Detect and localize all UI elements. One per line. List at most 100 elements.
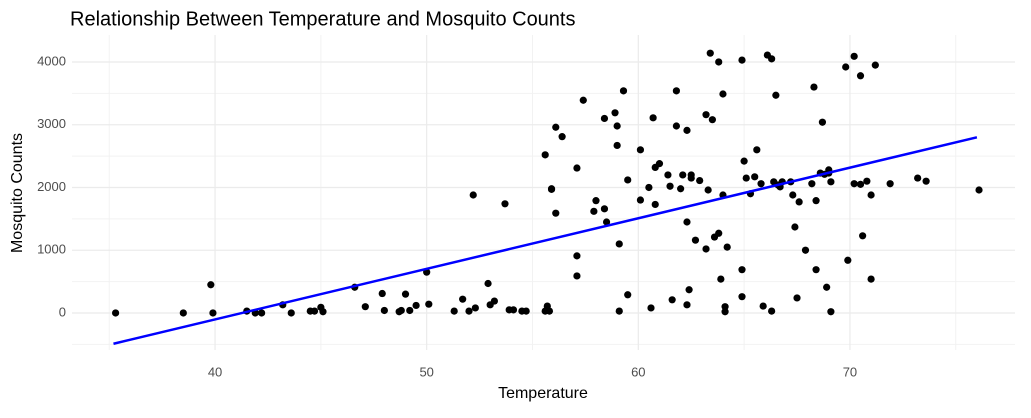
point — [459, 295, 467, 303]
x-tick-label: 60 — [631, 364, 645, 379]
point — [768, 307, 776, 315]
point — [789, 191, 797, 199]
point — [871, 61, 879, 69]
point — [753, 146, 761, 154]
point — [111, 309, 120, 317]
point — [552, 123, 560, 131]
point — [759, 302, 767, 310]
point — [600, 205, 609, 213]
point — [922, 177, 930, 185]
point — [795, 198, 803, 206]
point — [645, 183, 653, 192]
point — [647, 304, 655, 312]
point — [715, 229, 723, 237]
point — [791, 223, 799, 231]
point — [683, 218, 691, 226]
y-tick-label: 2000 — [37, 179, 66, 194]
point — [757, 180, 765, 188]
point — [772, 91, 780, 99]
point — [738, 56, 746, 64]
point — [704, 186, 712, 194]
point — [677, 185, 685, 193]
point — [812, 197, 820, 205]
point — [740, 157, 748, 165]
point — [179, 309, 187, 317]
point — [886, 180, 894, 188]
point — [827, 178, 835, 186]
point — [683, 301, 691, 309]
point — [721, 303, 729, 311]
point — [401, 290, 410, 298]
point — [706, 49, 714, 57]
point — [573, 272, 581, 280]
point — [742, 174, 750, 182]
point — [600, 114, 609, 123]
point — [672, 122, 681, 130]
point — [319, 308, 327, 316]
point — [702, 111, 710, 119]
point — [579, 96, 587, 104]
point — [484, 279, 492, 288]
point — [685, 286, 693, 294]
point — [649, 114, 657, 122]
point — [310, 307, 319, 315]
y-axis-label: Mosquito Counts — [9, 133, 26, 253]
point — [573, 252, 581, 260]
point — [406, 306, 414, 315]
point — [490, 297, 499, 305]
point — [719, 90, 727, 98]
point — [702, 245, 710, 253]
point — [501, 200, 509, 208]
point — [624, 291, 632, 299]
point — [380, 306, 388, 315]
point — [287, 309, 295, 317]
point — [378, 289, 386, 298]
x-tick-label: 70 — [843, 364, 857, 379]
point — [975, 186, 983, 194]
point — [590, 207, 598, 215]
point — [509, 306, 518, 314]
point — [655, 160, 664, 168]
point — [573, 164, 581, 172]
point — [723, 243, 731, 251]
point — [808, 180, 816, 188]
point — [465, 307, 473, 315]
point — [810, 83, 818, 91]
point — [827, 308, 835, 316]
point — [412, 301, 420, 310]
point — [818, 118, 827, 126]
point — [624, 176, 632, 184]
point — [258, 309, 266, 317]
point — [856, 72, 865, 80]
y-tick-label: 1000 — [37, 242, 66, 257]
point — [450, 307, 458, 315]
point — [696, 176, 704, 185]
point — [768, 55, 776, 63]
chart-title: Relationship Between Temperature and Mos… — [70, 8, 576, 30]
point — [914, 174, 922, 182]
point — [844, 256, 852, 264]
point — [679, 171, 687, 179]
point — [207, 281, 215, 289]
point — [863, 177, 871, 185]
point — [613, 122, 621, 130]
point — [867, 191, 875, 199]
y-tick-label: 3000 — [37, 116, 66, 131]
point — [664, 171, 672, 179]
point — [867, 275, 875, 283]
point — [738, 293, 746, 301]
point — [425, 300, 433, 308]
point — [715, 58, 723, 66]
point — [615, 307, 623, 315]
y-tick-label: 0 — [59, 304, 66, 319]
point — [672, 87, 681, 95]
point — [636, 146, 645, 154]
point — [721, 308, 729, 316]
point — [619, 87, 628, 95]
point — [823, 283, 831, 291]
point — [613, 141, 621, 150]
point — [668, 296, 676, 304]
point — [541, 151, 549, 159]
point — [209, 309, 217, 317]
